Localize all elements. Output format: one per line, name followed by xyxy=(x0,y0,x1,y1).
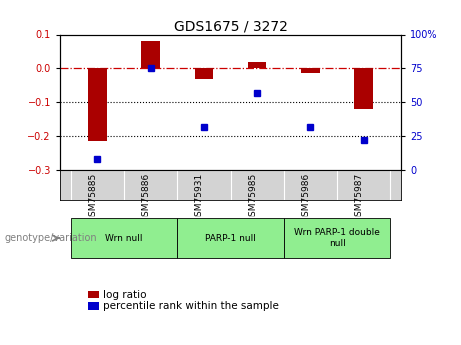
Text: PARP-1 null: PARP-1 null xyxy=(205,234,256,243)
Text: genotype/variation: genotype/variation xyxy=(5,233,97,243)
Title: GDS1675 / 3272: GDS1675 / 3272 xyxy=(173,19,288,33)
Text: percentile rank within the sample: percentile rank within the sample xyxy=(103,301,279,311)
Bar xyxy=(195,68,213,79)
Text: GSM75985: GSM75985 xyxy=(248,172,257,221)
Bar xyxy=(284,218,390,258)
Bar xyxy=(88,68,106,141)
Bar xyxy=(301,68,320,73)
Text: Wrn null: Wrn null xyxy=(105,234,142,243)
Bar xyxy=(141,41,160,68)
Text: log ratio: log ratio xyxy=(103,290,146,299)
Bar xyxy=(355,68,373,109)
Text: Wrn PARP-1 double
null: Wrn PARP-1 double null xyxy=(294,228,380,248)
Text: GSM75986: GSM75986 xyxy=(301,172,310,221)
Bar xyxy=(71,218,177,258)
Bar xyxy=(177,218,284,258)
Text: GSM75885: GSM75885 xyxy=(88,172,97,221)
Bar xyxy=(248,62,266,68)
Text: GSM75886: GSM75886 xyxy=(142,172,151,221)
Text: GSM75931: GSM75931 xyxy=(195,172,204,221)
Text: GSM75987: GSM75987 xyxy=(355,172,364,221)
